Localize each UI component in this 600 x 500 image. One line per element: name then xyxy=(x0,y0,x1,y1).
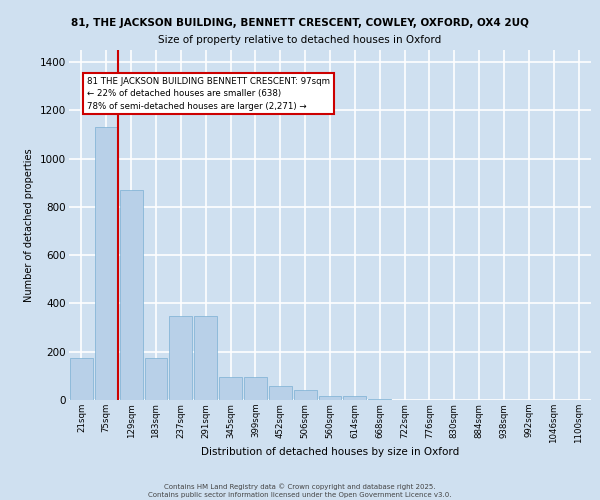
Bar xyxy=(169,316,192,400)
Text: Contains HM Land Registry data © Crown copyright and database right 2025.
Contai: Contains HM Land Registry data © Crown c… xyxy=(148,484,452,498)
Bar xyxy=(294,390,317,400)
Bar xyxy=(120,190,143,400)
Bar xyxy=(319,396,341,400)
Text: 81, THE JACKSON BUILDING, BENNETT CRESCENT, COWLEY, OXFORD, OX4 2UQ: 81, THE JACKSON BUILDING, BENNETT CRESCE… xyxy=(71,18,529,28)
Bar xyxy=(244,377,267,400)
Bar xyxy=(368,399,391,400)
Bar xyxy=(343,396,366,400)
Bar xyxy=(145,358,167,400)
Text: 81 THE JACKSON BUILDING BENNETT CRESCENT: 97sqm
← 22% of detached houses are sma: 81 THE JACKSON BUILDING BENNETT CRESCENT… xyxy=(87,76,330,110)
X-axis label: Distribution of detached houses by size in Oxford: Distribution of detached houses by size … xyxy=(201,448,459,458)
Bar xyxy=(269,386,292,400)
Bar xyxy=(95,127,118,400)
Bar xyxy=(70,358,93,400)
Bar xyxy=(219,377,242,400)
Y-axis label: Number of detached properties: Number of detached properties xyxy=(25,148,34,302)
Text: Size of property relative to detached houses in Oxford: Size of property relative to detached ho… xyxy=(158,35,442,45)
Bar xyxy=(194,316,217,400)
